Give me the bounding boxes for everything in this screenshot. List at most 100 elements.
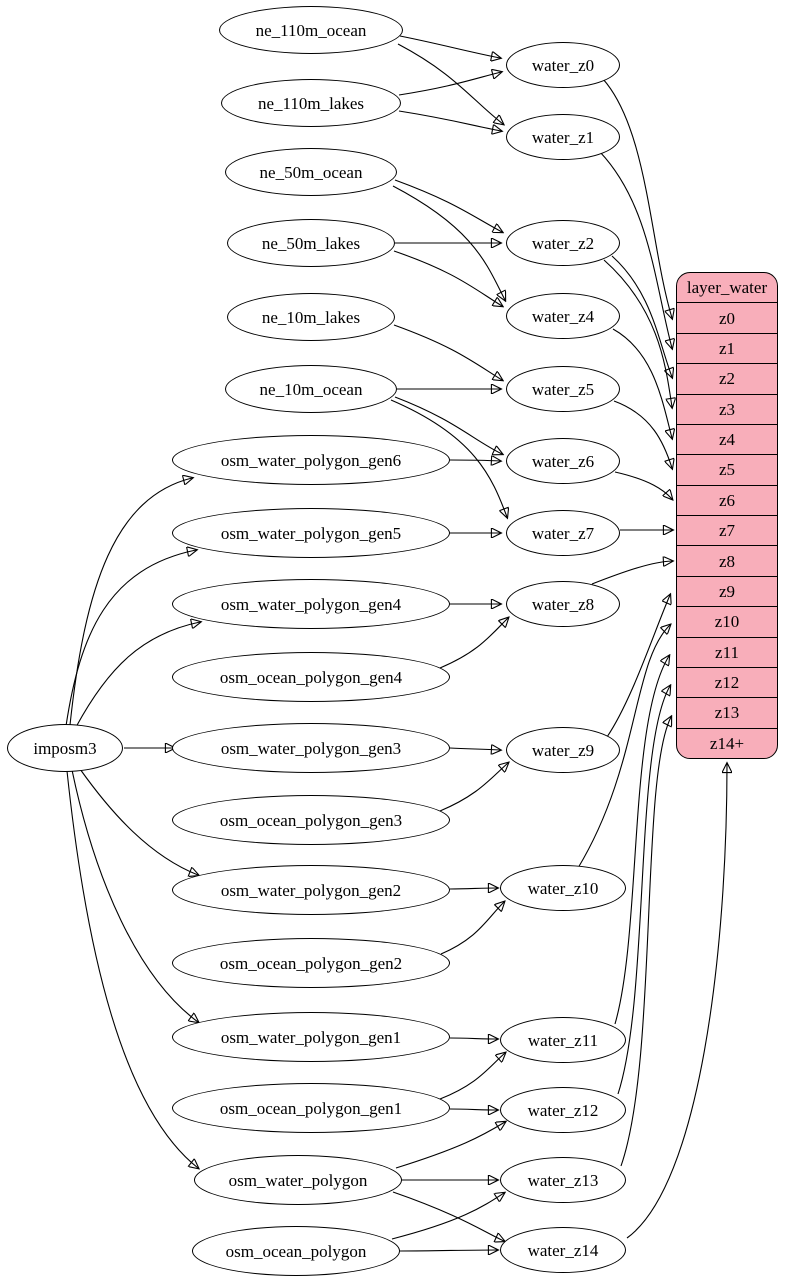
edge-osm_water_polygon_gen2-water_z10 [449, 888, 497, 889]
edge-imposm3-osm_water_polygon_gen4 [75, 622, 200, 728]
node-label: water_z9 [531, 740, 595, 760]
edge-osm_ocean_polygon_gen1-water_z11 [439, 1053, 505, 1100]
record-row-z4: z4 [677, 423, 777, 454]
edge-ne_50m_ocean-water_z4 [392, 185, 505, 300]
node-osm-water-polygon: osm_water_polygon [194, 1155, 402, 1205]
record-layer-water: layer_water z0 z1 z2 z3 z4 z5 z6 z7 z8 z… [676, 272, 778, 759]
node-label: osm_ocean_polygon_gen3 [219, 810, 403, 830]
node-label: water_z0 [531, 55, 595, 75]
node-label: osm_ocean_polygon [225, 1241, 367, 1261]
node-osm-water-polygon-gen1: osm_water_polygon_gen1 [172, 1012, 450, 1062]
node-label: ne_50m_lakes [261, 233, 361, 253]
record-title: layer_water [686, 278, 768, 298]
node-label: ne_10m_ocean [259, 379, 363, 399]
node-ne-10m-ocean: ne_10m_ocean [225, 365, 397, 413]
node-label: water_z1 [531, 127, 595, 147]
node-label: water_z8 [531, 594, 595, 614]
node-osm-ocean-polygon-gen3: osm_ocean_polygon_gen3 [172, 795, 450, 845]
node-label: osm_water_polygon_gen1 [220, 1027, 402, 1047]
edge-osm_ocean_polygon_gen1-water_z12 [449, 1109, 497, 1110]
node-label: osm_ocean_polygon_gen2 [219, 953, 403, 973]
record-row-z14plus: z14+ [677, 727, 777, 758]
node-osm-ocean-polygon: osm_ocean_polygon [192, 1226, 400, 1276]
node-water-z7: water_z7 [506, 510, 620, 556]
edge-ne_50m_ocean-water_z2 [394, 179, 502, 232]
record-row-z8: z8 [677, 545, 777, 575]
node-imposm3: imposm3 [7, 724, 123, 772]
edge-osm_ocean_polygon-water_z14 [399, 1250, 497, 1251]
node-ne-110m-lakes: ne_110m_lakes [221, 79, 401, 127]
edge-osm_water_polygon-water_z12 [395, 1122, 505, 1169]
node-ne-50m-lakes: ne_50m_lakes [227, 219, 395, 267]
edge-ne_110m_lakes-water_z0 [398, 72, 501, 96]
node-label: osm_water_polygon_gen5 [220, 523, 402, 543]
record-row-z3: z3 [677, 393, 777, 424]
edge-water_z14-row_z14plus [626, 764, 727, 1239]
node-osm-water-polygon-gen3: osm_water_polygon_gen3 [172, 723, 450, 773]
node-label: ne_110m_lakes [257, 93, 365, 113]
node-label: osm_water_polygon [228, 1170, 368, 1190]
node-label: water_z4 [531, 306, 595, 326]
node-osm-ocean-polygon-gen4: osm_ocean_polygon_gen4 [172, 652, 450, 702]
node-label: water_z14 [527, 1240, 599, 1260]
node-ne-50m-ocean: ne_50m_ocean [225, 148, 397, 196]
node-water-z9: water_z9 [506, 727, 620, 773]
node-water-z14: water_z14 [500, 1227, 626, 1273]
record-row-z0: z0 [677, 302, 777, 332]
edge-ne_110m_lakes-water_z1 [398, 110, 501, 131]
record-row-z12: z12 [677, 666, 777, 697]
node-label: water_z13 [527, 1170, 599, 1190]
node-water-z8: water_z8 [506, 581, 620, 627]
edge-ne_110m_ocean-water_z1 [397, 43, 503, 124]
record-row-z13: z13 [677, 697, 777, 727]
node-label: water_z11 [527, 1030, 599, 1050]
node-label: ne_110m_ocean [255, 20, 367, 40]
edge-osm_water_polygon-water_z14 [392, 1191, 504, 1241]
edge-water_z10-row_z10 [577, 625, 670, 869]
node-osm-water-polygon-gen4: osm_water_polygon_gen4 [172, 579, 450, 629]
edge-osm_ocean_polygon_gen2-water_z10 [440, 902, 504, 955]
edge-water_z0-row_z0 [602, 78, 672, 318]
node-label: water_z10 [527, 878, 599, 898]
node-label: water_z7 [531, 523, 595, 543]
edge-osm_ocean_polygon_gen4-water_z8 [439, 618, 508, 669]
node-label: osm_ocean_polygon_gen4 [219, 667, 403, 687]
record-row-z2: z2 [677, 363, 777, 393]
record-row-z5: z5 [677, 454, 777, 484]
edge-water_z4-row_z4 [612, 328, 672, 438]
node-label: water_z5 [531, 379, 595, 399]
edge-imposm3-osm_water_polygon_gen2 [79, 768, 198, 875]
edge-ne_10m_ocean-water_z6 [394, 396, 502, 454]
node-osm-ocean-polygon-gen2: osm_ocean_polygon_gen2 [172, 938, 450, 988]
edge-ne_110m_ocean-water_z0 [399, 35, 500, 58]
edge-water_z6-row_z6 [614, 471, 672, 499]
node-label: osm_ocean_polygon_gen1 [219, 1098, 403, 1118]
node-osm-water-polygon-gen5: osm_water_polygon_gen5 [172, 508, 450, 558]
node-label: osm_water_polygon_gen4 [220, 594, 402, 614]
node-water-z1: water_z1 [506, 114, 620, 160]
node-label: ne_10m_lakes [261, 307, 361, 327]
edge-water_z9-row_z9 [606, 595, 670, 738]
node-water-z10: water_z10 [500, 865, 626, 911]
node-water-z4: water_z4 [506, 293, 620, 339]
edge-ne_10m_lakes-water_z5 [393, 324, 502, 380]
edge-water_z2-row_z2 [611, 255, 672, 377]
edge-water_z11-row_z11 [614, 656, 669, 1025]
node-label: osm_water_polygon_gen3 [220, 738, 402, 758]
record-row-z7: z7 [677, 515, 777, 545]
edge-osm_water_polygon_gen3-water_z9 [449, 748, 500, 750]
node-label: water_z12 [527, 1100, 599, 1120]
node-water-z13: water_z13 [500, 1157, 626, 1203]
node-osm-water-polygon-gen6: osm_water_polygon_gen6 [172, 435, 450, 485]
node-osm-ocean-polygon-gen1: osm_ocean_polygon_gen1 [172, 1083, 450, 1133]
node-ne-110m-ocean: ne_110m_ocean [219, 6, 403, 54]
edge-water_z13-row_z13 [620, 717, 671, 1167]
record-row-z1: z1 [677, 332, 777, 363]
edge-ne_50m_lakes-water_z4 [393, 250, 502, 306]
node-water-z2: water_z2 [506, 220, 620, 266]
edge-water_z1-row_z1 [599, 151, 672, 348]
node-ne-10m-lakes: ne_10m_lakes [227, 293, 395, 341]
node-water-z11: water_z11 [500, 1017, 626, 1063]
